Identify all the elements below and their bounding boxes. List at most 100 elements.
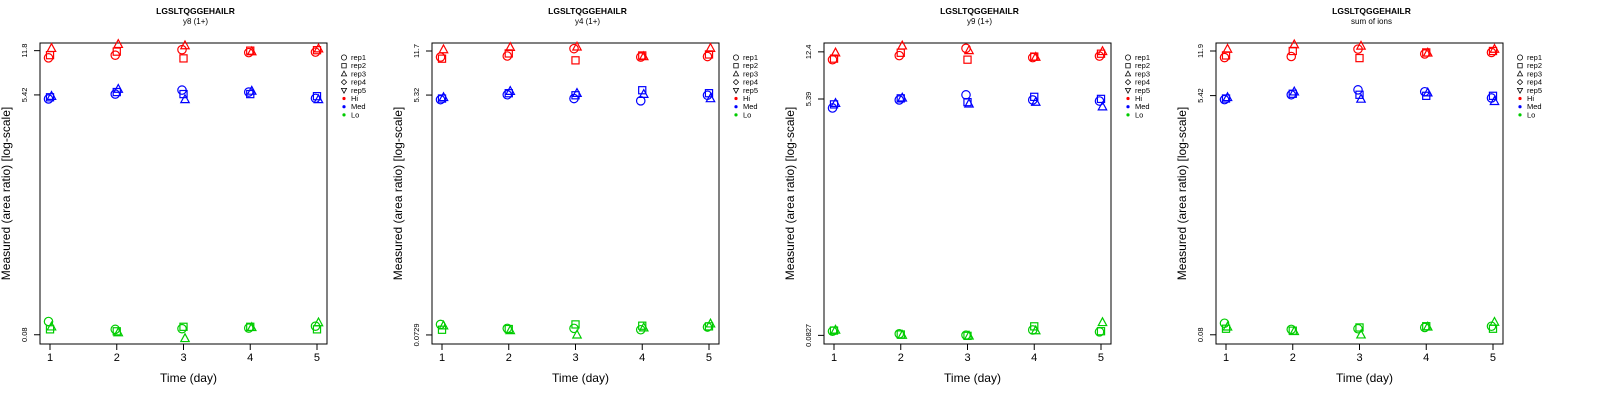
x-tick-label: 2 <box>506 352 512 364</box>
data-point-med-rep3 <box>638 88 649 98</box>
legend-symbol <box>1126 96 1130 101</box>
legend-symbol <box>734 105 738 109</box>
data-point-lo-rep3 <box>1222 320 1233 331</box>
data-point-lo-rep3 <box>1030 324 1041 335</box>
data-point-lo-rep3 <box>830 324 841 334</box>
legend-label: rep5 <box>1135 86 1150 95</box>
chart-subtitle: y4 (1+) <box>575 17 600 26</box>
data-point-hi-rep2 <box>829 54 839 63</box>
legend-symbol <box>1125 54 1131 61</box>
x-axis-label: Time (day) <box>552 371 609 385</box>
data-point-med-rep1 <box>894 95 905 105</box>
data-point-lo-rep3 <box>1422 320 1433 331</box>
y-tick-label: 5.39 <box>804 92 813 107</box>
legend-label: rep4 <box>351 78 366 87</box>
data-point-lo-rep3 <box>179 332 191 343</box>
legend-label: rep3 <box>1135 69 1150 78</box>
legend-label: rep1 <box>1527 53 1542 62</box>
data-point-hi-rep3 <box>1097 45 1108 56</box>
legend-label: Med <box>1527 102 1542 111</box>
data-point-hi-rep1 <box>435 52 446 62</box>
data-point-med-rep3 <box>830 97 841 107</box>
legend-symbol <box>734 96 738 101</box>
x-tick-label: 4 <box>247 352 253 364</box>
legend-label: rep3 <box>351 69 366 78</box>
data-point-hi-rep1 <box>894 50 905 61</box>
data-point-lo-rep1 <box>177 323 187 334</box>
chart-subtitle: y8 (1+) <box>183 17 208 26</box>
legend-symbol <box>341 54 347 61</box>
data-point-med-rep2 <box>312 92 322 101</box>
chart-subtitle: y9 (1+) <box>967 17 992 26</box>
data-point-lo-rep3 <box>113 326 124 337</box>
data-point-med-rep3 <box>1422 86 1433 97</box>
data-point-med-rep3 <box>571 87 583 97</box>
x-tick-label: 3 <box>1356 352 1362 364</box>
data-point-lo-rep3 <box>705 317 716 328</box>
legend-label: Hi <box>743 94 750 103</box>
legend-symbol <box>342 96 346 101</box>
data-point-hi-rep3 <box>246 45 257 56</box>
data-point-hi-rep3 <box>46 42 57 53</box>
y-axis-label: Measured (area ratio) [log-scale] <box>783 107 797 280</box>
data-point-lo-rep1 <box>1419 322 1430 333</box>
data-point-hi-rep3 <box>1355 40 1367 50</box>
data-point-lo-rep1 <box>243 323 254 333</box>
data-point-hi-rep3 <box>179 39 191 50</box>
data-point-lo-rep3 <box>313 316 324 327</box>
data-point-med-rep3 <box>1289 85 1300 96</box>
data-point-hi-rep3 <box>1030 51 1041 61</box>
x-tick-label: 5 <box>1490 352 1496 364</box>
data-point-med-rep1 <box>243 87 254 97</box>
data-point-hi-rep2 <box>571 56 580 65</box>
legend-label: Lo <box>1527 110 1535 119</box>
data-point-hi-rep1 <box>569 43 579 54</box>
legend-symbol <box>734 113 738 117</box>
y-tick-label: 0.0827 <box>804 324 813 347</box>
data-point-hi-rep3 <box>571 40 583 51</box>
legend-label: Lo <box>351 110 359 119</box>
legend-symbol <box>1516 78 1524 86</box>
data-point-lo-rep2 <box>1355 323 1364 332</box>
chart-title: LGSLTQGGEHAILR <box>940 6 1019 16</box>
data-point-hi-rep3 <box>830 46 841 57</box>
data-point-med-rep3 <box>1355 93 1367 103</box>
data-point-lo-rep3 <box>1097 316 1108 327</box>
plot-frame <box>823 42 1112 345</box>
legend-label: rep5 <box>743 86 758 95</box>
x-tick-label: 4 <box>1031 352 1037 364</box>
chart-subtitle: sum of ions <box>1351 17 1392 26</box>
data-point-hi-rep1 <box>43 53 54 63</box>
data-point-lo-rep3 <box>1355 328 1367 339</box>
x-tick-label: 2 <box>898 352 904 364</box>
x-axis-label: Time (day) <box>1336 371 1393 385</box>
legend-label: rep2 <box>351 61 366 70</box>
legend-label: rep5 <box>1527 86 1542 95</box>
chart-title: LGSLTQGGEHAILR <box>548 6 627 16</box>
legend-symbol <box>340 78 348 86</box>
legend-symbol <box>1518 96 1522 101</box>
data-point-lo-rep3 <box>963 329 975 340</box>
legend-label: Med <box>1135 102 1150 111</box>
legend-symbol <box>1518 113 1522 117</box>
data-point-lo-rep3 <box>246 321 257 332</box>
y-tick-label: 11.8 <box>20 44 29 58</box>
legend-label: Hi <box>351 94 358 103</box>
y-tick-label: 11.9 <box>1196 44 1205 58</box>
y-tick-label: 0.08 <box>20 327 29 342</box>
data-point-med-rep3 <box>46 90 57 100</box>
data-point-med-rep3 <box>438 91 449 102</box>
y-tick-label: 0.0729 <box>412 323 421 346</box>
data-point-hi-rep2 <box>179 54 188 63</box>
data-point-med-rep2 <box>638 86 647 95</box>
data-point-hi-rep3 <box>113 38 124 49</box>
y-axis-label: Measured (area ratio) [log-scale] <box>0 107 13 280</box>
legend-label: Med <box>351 102 366 111</box>
legend-label: rep1 <box>743 53 758 62</box>
data-point-hi-rep2 <box>437 54 447 63</box>
data-point-hi-rep1 <box>1419 49 1430 59</box>
data-point-hi-rep2 <box>112 47 121 56</box>
